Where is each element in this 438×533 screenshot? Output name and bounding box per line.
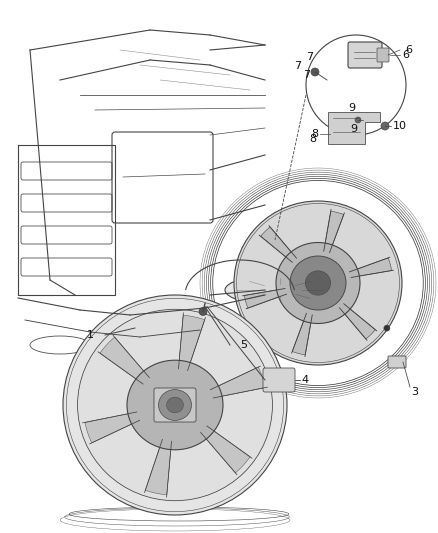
Ellipse shape: [384, 325, 390, 331]
Ellipse shape: [63, 295, 287, 515]
Text: 4: 4: [301, 375, 308, 385]
Text: 8: 8: [311, 129, 318, 139]
Polygon shape: [145, 439, 172, 495]
Polygon shape: [292, 313, 312, 355]
Ellipse shape: [290, 256, 346, 310]
Ellipse shape: [276, 243, 360, 324]
Ellipse shape: [78, 309, 272, 500]
Ellipse shape: [166, 397, 184, 413]
Polygon shape: [201, 426, 250, 473]
Polygon shape: [178, 315, 205, 370]
Circle shape: [311, 68, 319, 76]
Ellipse shape: [312, 288, 320, 292]
Text: 7: 7: [306, 52, 313, 62]
Ellipse shape: [127, 360, 223, 450]
Circle shape: [355, 117, 361, 123]
Polygon shape: [324, 211, 344, 253]
Text: 6: 6: [402, 50, 409, 60]
Text: 9: 9: [350, 124, 357, 134]
FancyBboxPatch shape: [348, 42, 382, 68]
Text: 9: 9: [348, 103, 355, 113]
FancyBboxPatch shape: [388, 356, 406, 368]
Ellipse shape: [234, 201, 402, 365]
FancyBboxPatch shape: [154, 388, 196, 422]
Polygon shape: [328, 112, 380, 144]
Ellipse shape: [305, 271, 331, 295]
Text: 8: 8: [309, 134, 316, 144]
Polygon shape: [100, 337, 149, 384]
Ellipse shape: [247, 294, 255, 297]
FancyBboxPatch shape: [263, 368, 295, 392]
Text: 5: 5: [240, 340, 247, 350]
Text: 7: 7: [294, 61, 301, 71]
Ellipse shape: [159, 390, 191, 421]
Circle shape: [381, 122, 389, 130]
Polygon shape: [350, 258, 392, 278]
Polygon shape: [85, 412, 140, 443]
Polygon shape: [261, 227, 297, 262]
Polygon shape: [339, 304, 375, 339]
Ellipse shape: [225, 274, 335, 305]
FancyBboxPatch shape: [377, 48, 389, 62]
Ellipse shape: [261, 285, 299, 295]
Ellipse shape: [287, 298, 295, 301]
Ellipse shape: [247, 282, 255, 286]
Polygon shape: [244, 288, 286, 308]
Ellipse shape: [287, 279, 295, 282]
Text: 7: 7: [303, 70, 310, 80]
Circle shape: [199, 308, 207, 316]
Text: 6: 6: [405, 45, 412, 55]
Text: 10: 10: [393, 121, 407, 131]
Polygon shape: [210, 367, 265, 398]
Text: 1: 1: [86, 330, 93, 340]
Text: 3: 3: [411, 387, 418, 397]
Circle shape: [306, 35, 406, 135]
